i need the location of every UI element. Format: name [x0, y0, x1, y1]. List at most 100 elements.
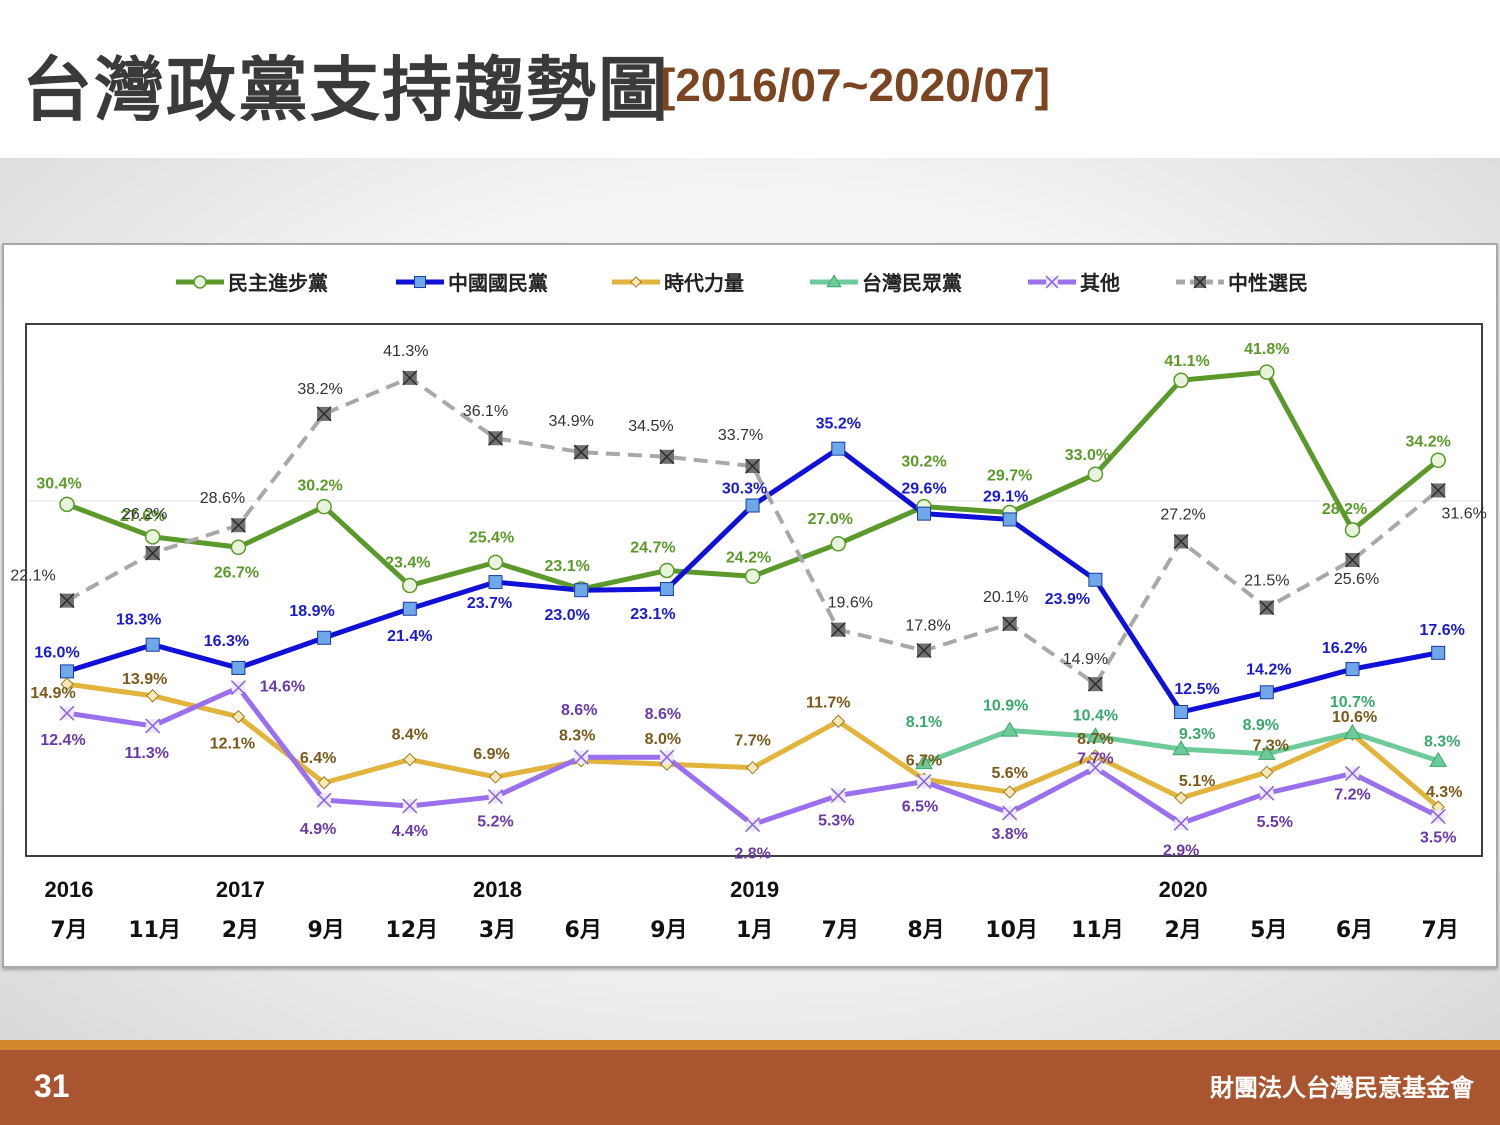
data-label-1-1: 18.3% — [116, 612, 161, 629]
data-label-1-16: 17.6% — [1420, 622, 1465, 639]
data-point-5-0 — [59, 593, 75, 609]
data-point-4-11 — [1002, 805, 1018, 821]
legend-label-0: 民主進步黨 — [228, 271, 328, 295]
page-title: 台灣政黨支持趨勢圖 — [22, 49, 670, 131]
footer — [0, 1050, 1500, 1125]
data-label-2-9: 11.7% — [806, 694, 850, 711]
legend-marker-3 — [826, 274, 842, 288]
data-label-0-15: 28.2% — [1322, 501, 1367, 518]
month-label-9: 7月 — [822, 918, 859, 943]
data-label-4-15: 7.2% — [1334, 786, 1370, 803]
series-line-5 — [66, 375, 1440, 687]
data-label-0-14: 41.8% — [1244, 341, 1289, 358]
data-point-1-0 — [60, 664, 74, 679]
data-label-2-12: 8.7% — [1077, 731, 1113, 748]
data-label-1-14: 14.2% — [1246, 661, 1291, 678]
data-label-0-11: 29.7% — [987, 467, 1032, 484]
data-label-0-16: 34.2% — [1406, 433, 1451, 450]
data-label-3-10: 8.1% — [906, 714, 942, 731]
data-point-1-11 — [1002, 512, 1017, 527]
legend-marker-1 — [413, 275, 427, 289]
data-label-5-1: 26.2% — [122, 506, 167, 523]
data-point-5-14 — [1259, 600, 1275, 616]
month-label-5: 3月 — [479, 918, 516, 943]
legend-marker-0 — [193, 275, 207, 289]
data-point-4-5 — [487, 789, 504, 805]
data-point-5-1 — [145, 545, 161, 561]
data-point-3-12 — [1086, 727, 1105, 743]
data-label-0-10: 30.2% — [901, 454, 946, 471]
data-point-1-9 — [831, 441, 846, 456]
data-point-4-15 — [1344, 765, 1361, 782]
data-point-2-2 — [231, 709, 246, 724]
data-label-0-5: 25.4% — [469, 529, 514, 546]
data-point-4-6 — [573, 749, 589, 765]
data-label-5-12: 14.9% — [1063, 651, 1108, 668]
data-point-1-2 — [231, 660, 246, 675]
data-label-0-8: 24.2% — [726, 549, 771, 566]
month-label-1: 11月 — [128, 918, 181, 943]
data-point-5-13 — [1173, 533, 1189, 549]
chart-panel: 民主進步黨 中國國民黨 時代力量 台灣民眾黨 其他 中性選民 30.4% 27.6% 26.7%… — [2, 243, 1498, 968]
data-label-5-6: 34.9% — [549, 413, 594, 430]
data-point-0-5 — [487, 554, 504, 571]
data-point-1-3 — [317, 630, 332, 645]
data-point-5-11 — [1002, 616, 1018, 632]
data-label-0-0: 30.4% — [36, 475, 81, 492]
data-label-2-14: 7.3% — [1253, 737, 1289, 754]
month-label-12: 11月 — [1071, 918, 1124, 943]
data-point-4-1 — [145, 718, 161, 734]
data-point-2-14 — [1260, 765, 1274, 780]
data-point-2-4 — [403, 752, 417, 767]
data-point-0-3 — [316, 498, 332, 515]
year-label-4: 2020 — [1159, 877, 1208, 902]
data-label-2-3: 6.4% — [300, 750, 336, 767]
footer-stripe — [0, 1040, 1500, 1050]
data-point-5-12 — [1087, 676, 1103, 692]
data-point-1-16 — [1431, 645, 1446, 660]
data-label-5-2: 28.6% — [200, 490, 245, 507]
data-point-1-13 — [1174, 705, 1189, 719]
data-label-1-8: 30.3% — [722, 481, 767, 498]
data-label-2-16: 4.3% — [1426, 784, 1462, 801]
data-point-2-1 — [145, 689, 160, 703]
data-label-4-6: 8.6% — [561, 702, 597, 719]
data-point-2-3 — [317, 776, 331, 790]
month-label-2: 2月 — [222, 918, 259, 943]
title-bar: 台灣政黨支持趨勢圖 [2016/07~2020/07] — [0, 0, 1500, 158]
month-label-11: 10月 — [985, 918, 1038, 943]
data-point-5-9 — [830, 622, 846, 638]
data-label-4-1: 11.3% — [124, 745, 168, 762]
data-point-1-10 — [917, 506, 931, 521]
legend-label-3: 台灣民眾黨 — [862, 271, 962, 295]
data-point-0-13 — [1173, 372, 1189, 388]
data-label-2-10: 6.7% — [906, 752, 942, 769]
data-point-1-5 — [488, 575, 503, 590]
data-label-0-6: 23.1% — [545, 558, 590, 575]
data-label-2-0: 14.9% — [30, 685, 75, 702]
month-label-7: 9月 — [650, 918, 687, 943]
data-label-1-7: 23.1% — [630, 606, 675, 623]
data-label-0-1: 27.6% — [120, 508, 165, 525]
year-label-2: 2018 — [473, 877, 522, 902]
data-label-4-16: 3.5% — [1420, 829, 1456, 846]
data-point-5-10 — [916, 643, 932, 659]
organization-name: 財團法人台灣民意基金會 — [1210, 1074, 1474, 1102]
data-point-2-5 — [488, 770, 503, 784]
data-label-3-11: 10.9% — [983, 698, 1028, 715]
data-point-4-10 — [916, 774, 932, 790]
data-point-0-12 — [1087, 466, 1104, 482]
data-label-0-13: 41.1% — [1164, 353, 1209, 370]
data-point-0-15 — [1344, 522, 1361, 538]
data-point-5-3 — [316, 406, 332, 422]
data-label-1-6: 23.0% — [545, 607, 590, 624]
legend-label-4: 其他 — [1080, 271, 1120, 295]
data-label-4-14: 5.5% — [1257, 814, 1293, 831]
data-point-5-7 — [659, 449, 675, 465]
month-label-15: 6月 — [1336, 918, 1373, 943]
data-point-0-0 — [59, 496, 75, 513]
data-label-4-3: 4.9% — [300, 821, 336, 838]
data-point-0-8 — [744, 568, 761, 585]
data-point-5-4 — [402, 370, 418, 386]
data-label-4-12: 7.7% — [1077, 751, 1113, 768]
